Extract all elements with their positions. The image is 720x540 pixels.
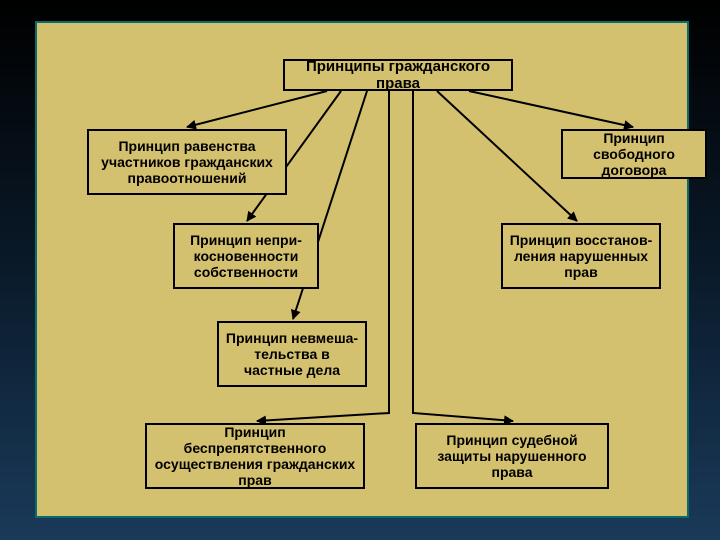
node-restoration: Принцип восстанов-ления нарушенных прав — [501, 223, 661, 289]
node-free-contract: Принцип свободного договора — [561, 129, 707, 179]
node-unhindered: Принцип беспрепятственного осуществления… — [145, 423, 365, 489]
diagram-panel: Принципы гражданского права Принцип раве… — [35, 21, 689, 518]
node-inviolability: Принцип непри-косновенности собственност… — [173, 223, 319, 289]
node-noninterference: Принцип невмеша-тельства в частные дела — [217, 321, 367, 387]
node-equality: Принцип равенства участников гражданских… — [87, 129, 287, 195]
node-judicial: Принцип судебной защиты нарушенного прав… — [415, 423, 609, 489]
node-root: Принципы гражданского права — [283, 59, 513, 91]
slide-outer: Принципы гражданского права Принцип раве… — [0, 0, 720, 540]
